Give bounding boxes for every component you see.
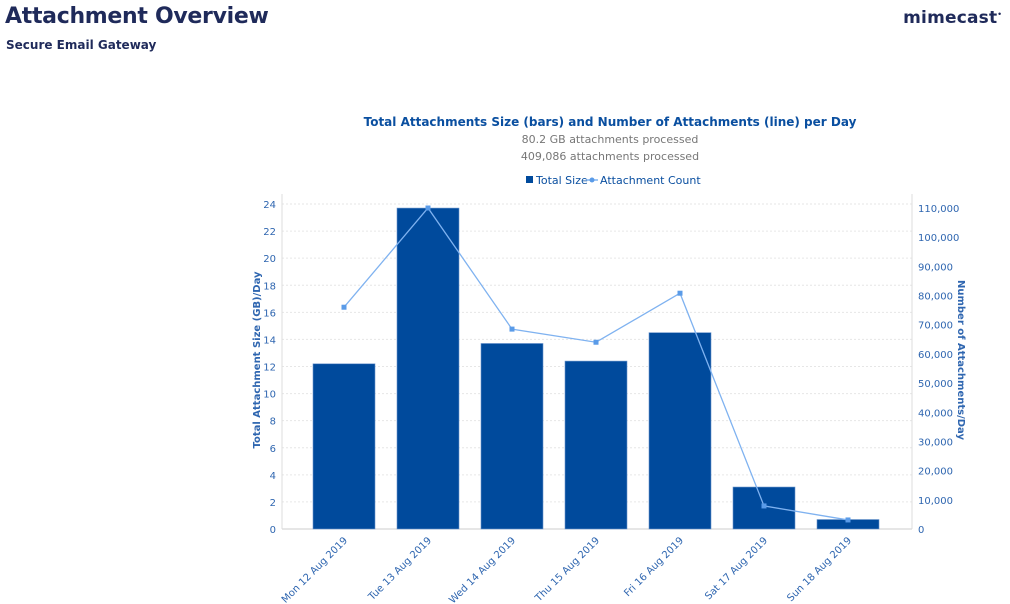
x-tick-label: Thu 15 Aug 2019 (533, 535, 602, 604)
y-tick-left: 22 (263, 227, 276, 238)
y-tick-left: 12 (263, 363, 276, 374)
page-title: Attachment Overview (5, 4, 269, 29)
count-point (425, 205, 431, 211)
y-axis-left-label: Total Attachment Size (GB)/Day (252, 271, 263, 449)
y-tick-left: 0 (270, 525, 276, 536)
count-point (509, 326, 515, 332)
bar (312, 363, 376, 530)
x-tick-label: Fri 16 Aug 2019 (622, 535, 686, 599)
y-tick-right: 90,000 (918, 262, 953, 273)
bar (564, 360, 628, 530)
y-axis-right-label: Number of Attachments/Day (955, 280, 966, 441)
y-tick-right: 20,000 (918, 467, 953, 478)
y-tick-right: 0 (918, 525, 924, 536)
x-tick-label: Sun 18 Aug 2019 (785, 535, 854, 604)
y-tick-right: 40,000 (918, 408, 953, 419)
x-tick-label: Mon 12 Aug 2019 (280, 535, 350, 604)
x-tick-label: Wed 14 Aug 2019 (447, 535, 518, 604)
count-point (341, 304, 347, 310)
legend-attachment-count[interactable]: Attachment Count (600, 174, 701, 187)
y-tick-left: 4 (270, 471, 276, 482)
count-point (593, 339, 599, 345)
y-tick-left: 8 (270, 417, 276, 428)
page-subtitle: Secure Email Gateway (6, 38, 157, 52)
y-tick-right: 80,000 (918, 292, 953, 303)
y-tick-right: 60,000 (918, 350, 953, 361)
chart-subtitle-count: 409,086 attachments processed (521, 150, 699, 163)
x-tick-label: Sat 17 Aug 2019 (703, 535, 770, 602)
y-tick-left: 16 (263, 308, 276, 319)
chart-title: Total Attachments Size (bars) and Number… (364, 115, 857, 129)
x-tick-label: Tue 13 Aug 2019 (366, 535, 434, 603)
y-tick-right: 10,000 (918, 496, 953, 507)
y-tick-right: 100,000 (918, 233, 959, 244)
y-tick-left: 10 (263, 390, 276, 401)
y-tick-right: 110,000 (918, 204, 959, 215)
y-tick-left: 18 (263, 281, 276, 292)
y-tick-left: 20 (263, 254, 276, 265)
legend[interactable]: Total Size Attachment Count (526, 174, 701, 187)
chart-subtitle-size: 80.2 GB attachments processed (522, 133, 699, 146)
y-tick-right: 30,000 (918, 437, 953, 448)
bar (396, 207, 460, 530)
count-point (845, 517, 851, 523)
y-tick-right: 70,000 (918, 321, 953, 332)
y-tick-right: 50,000 (918, 379, 953, 390)
y-tick-left: 6 (270, 444, 276, 455)
mimecast-logo: mimecast• (903, 8, 1002, 28)
legend-total-size[interactable]: Total Size (535, 174, 588, 187)
legend-line-marker (589, 177, 595, 183)
y-tick-left: 14 (263, 335, 276, 346)
count-point (677, 290, 683, 296)
bar (648, 332, 712, 530)
bar (480, 343, 544, 530)
legend-bar-swatch (526, 176, 533, 183)
count-point (761, 503, 767, 509)
y-tick-left: 2 (270, 498, 276, 509)
y-tick-left: 24 (263, 200, 276, 211)
